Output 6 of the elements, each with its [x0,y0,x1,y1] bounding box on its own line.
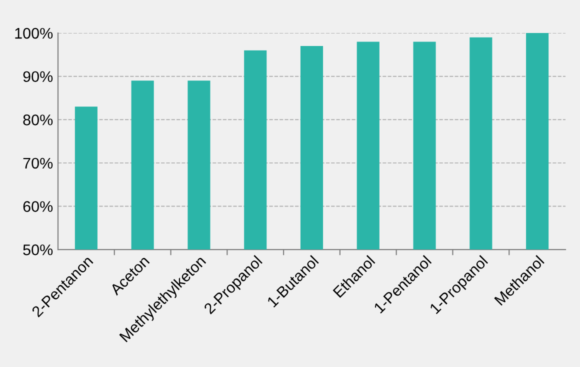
y-tick-label: 60% [23,201,53,212]
y-tick-label: 100% [15,28,53,39]
y-tick-label: 90% [23,71,53,82]
y-tick-label: 70% [23,158,53,169]
y-tick-label: 50% [23,244,53,256]
y-tick-label: 80% [23,114,53,126]
